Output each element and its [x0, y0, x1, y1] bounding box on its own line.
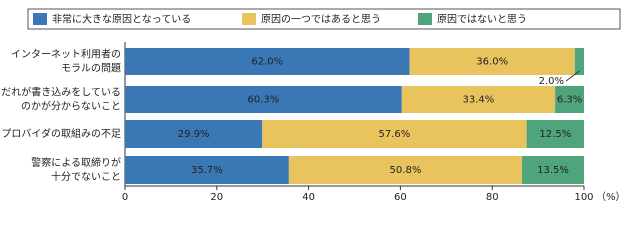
- category-label: 十分でないこと: [51, 170, 121, 183]
- legend-label: 原因ではないと思う: [437, 14, 527, 26]
- x-tick-label: 60: [394, 192, 407, 203]
- x-tick-label: 0: [122, 192, 128, 203]
- legend-label: 非常に大きな原因となっている: [52, 13, 191, 26]
- legend-swatch: [418, 13, 432, 25]
- bar-segment: [409, 48, 575, 75]
- bar-segment: [522, 156, 584, 184]
- category-label: だれが書き込みをしている: [1, 86, 121, 99]
- legend-swatch: [242, 13, 256, 25]
- bar-segment: [125, 48, 410, 75]
- value-label: 33.4%: [463, 95, 495, 106]
- legend-label: 原因の一つではあると思う: [261, 14, 381, 26]
- value-label: 12.5%: [539, 129, 571, 140]
- bar-segment: [574, 48, 584, 75]
- value-label: 62.0%: [251, 57, 283, 68]
- value-label: 60.3%: [247, 95, 279, 106]
- x-tick-label: 40: [302, 192, 315, 203]
- category-label: プロバイダの取組みの不足: [1, 127, 121, 140]
- bar-segment: [125, 120, 263, 148]
- value-label: 35.7%: [191, 165, 223, 176]
- category-label: のかが分からないこと: [21, 100, 121, 113]
- value-label: 6.3%: [557, 95, 582, 106]
- bar-segment: [526, 120, 584, 148]
- category-label: モラルの問題: [61, 63, 121, 75]
- x-tick-label: 80: [486, 192, 499, 203]
- legend-box: [27, 8, 621, 30]
- value-label: 57.6%: [379, 129, 411, 140]
- leader-line: [565, 70, 580, 82]
- x-tick-label: 20: [210, 192, 223, 203]
- value-label: 36.0%: [476, 57, 508, 68]
- bar-segment: [125, 156, 289, 184]
- bar-segment: [288, 156, 523, 184]
- value-label: 13.5%: [537, 165, 569, 176]
- x-axis-label: （%）: [596, 191, 626, 203]
- value-label: 2.0%: [539, 76, 564, 87]
- bar-segment: [401, 86, 556, 113]
- chart: 非常に大きな原因となっている 原因の一つではあると思う 原因ではないと思う 0 20 40…: [1, 8, 626, 203]
- value-label: 29.9%: [178, 129, 210, 140]
- value-label: 50.8%: [390, 165, 422, 176]
- legend-swatch: [33, 13, 47, 25]
- category-label: インターネット利用者の: [11, 49, 121, 61]
- bar-segment: [125, 86, 402, 113]
- bar-segment: [262, 120, 527, 148]
- x-tick-label: 100: [574, 192, 593, 203]
- category-label: 警察による取締りが: [31, 156, 121, 169]
- bar-segment: [555, 86, 584, 113]
